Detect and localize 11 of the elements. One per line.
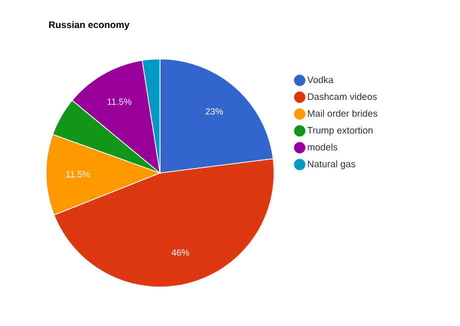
data-label: 46% [172,249,190,256]
data-label: 11.5% [66,171,90,178]
legend-label: Trump extortion [307,126,372,136]
legend-label: models [308,144,338,150]
data-label: 23% [206,108,223,115]
legend-label: Dashcam videos [308,93,377,100]
chart-title: Russian economy [49,21,130,30]
data-label: 11.5% [108,98,132,105]
legend-label: Mail order brides [308,110,378,117]
legend-label: Vodka [307,76,334,84]
legend-label: Natural gas [308,160,356,170]
